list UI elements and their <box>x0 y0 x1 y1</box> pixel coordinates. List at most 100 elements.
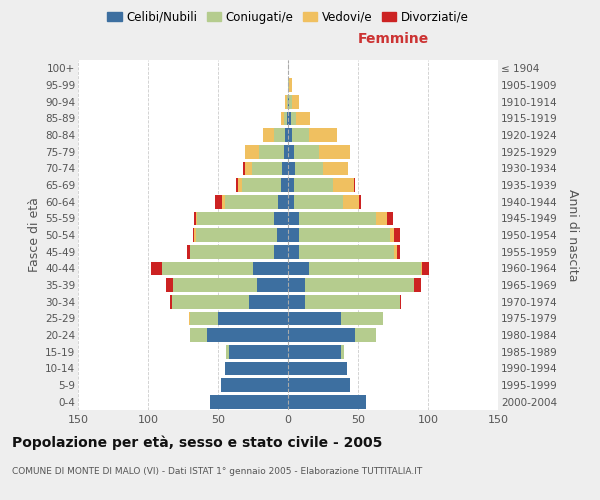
Bar <box>172 295 249 308</box>
Bar <box>190 312 218 325</box>
Bar <box>284 112 287 125</box>
Bar <box>421 262 422 275</box>
Bar <box>173 278 257 292</box>
Bar <box>288 78 289 92</box>
Bar <box>288 112 291 125</box>
Bar <box>288 162 295 175</box>
Bar <box>274 245 288 258</box>
Bar <box>388 212 393 225</box>
Bar <box>422 262 430 275</box>
Bar <box>194 228 196 242</box>
Bar <box>225 362 288 375</box>
Bar <box>295 162 323 175</box>
Bar <box>288 345 341 358</box>
Bar <box>188 312 190 325</box>
Bar <box>281 112 284 125</box>
Bar <box>222 195 225 208</box>
Bar <box>376 212 388 225</box>
Bar <box>257 278 288 292</box>
Bar <box>400 295 401 308</box>
Bar <box>309 128 337 142</box>
Bar <box>284 145 288 158</box>
Text: Popolazione per età, sesso e stato civile - 2005: Popolazione per età, sesso e stato civil… <box>12 435 382 450</box>
Bar <box>187 245 190 258</box>
Bar <box>259 145 284 158</box>
Bar <box>293 195 343 208</box>
Bar <box>291 112 296 125</box>
Bar <box>288 395 367 408</box>
Bar <box>283 162 288 175</box>
Bar <box>197 212 274 225</box>
Bar <box>162 262 253 275</box>
Bar <box>288 312 341 325</box>
Bar <box>288 145 293 158</box>
Bar <box>299 245 394 258</box>
Bar <box>359 195 361 208</box>
Bar <box>288 128 292 142</box>
Bar <box>151 262 162 275</box>
Bar <box>190 245 274 258</box>
Bar <box>193 228 194 242</box>
Bar <box>288 278 305 292</box>
Bar <box>289 95 292 108</box>
Bar <box>355 328 376 342</box>
Bar <box>293 178 333 192</box>
Bar <box>249 295 288 308</box>
Bar <box>341 312 383 325</box>
Bar <box>354 178 355 192</box>
Bar <box>166 278 173 292</box>
Bar <box>341 345 344 358</box>
Bar <box>333 178 354 192</box>
Text: Femmine: Femmine <box>358 32 428 46</box>
Bar <box>287 95 288 108</box>
Bar <box>288 228 299 242</box>
Bar <box>319 145 350 158</box>
Legend: Celibi/Nubili, Coniugati/e, Vedovi/e, Divorziati/e: Celibi/Nubili, Coniugati/e, Vedovi/e, Di… <box>103 6 473 28</box>
Bar <box>323 162 348 175</box>
Bar <box>285 95 287 108</box>
Bar <box>225 195 278 208</box>
Bar <box>170 295 172 308</box>
Bar <box>253 262 288 275</box>
Bar <box>414 278 421 292</box>
Bar <box>215 195 222 208</box>
Bar <box>288 295 305 308</box>
Y-axis label: Anni di nascita: Anni di nascita <box>566 188 579 281</box>
Bar <box>218 312 288 325</box>
Bar <box>226 345 229 358</box>
Bar <box>209 395 288 408</box>
Bar <box>390 228 394 242</box>
Bar <box>263 128 274 142</box>
Bar <box>299 228 390 242</box>
Bar <box>299 212 376 225</box>
Bar <box>236 178 238 192</box>
Bar <box>292 95 299 108</box>
Bar <box>394 228 400 242</box>
Bar <box>221 378 288 392</box>
Text: COMUNE DI MONTE DI MALO (VI) - Dati ISTAT 1° gennaio 2005 - Elaborazione TUTTITA: COMUNE DI MONTE DI MALO (VI) - Dati ISTA… <box>12 468 422 476</box>
Bar <box>196 228 277 242</box>
Bar <box>288 195 293 208</box>
Bar <box>285 128 288 142</box>
Bar <box>292 128 309 142</box>
Bar <box>242 178 281 192</box>
Bar <box>194 212 196 225</box>
Bar <box>309 262 421 275</box>
Bar <box>245 145 259 158</box>
Bar <box>190 328 207 342</box>
Bar <box>288 362 347 375</box>
Bar <box>288 178 293 192</box>
Bar <box>288 245 299 258</box>
Bar <box>238 178 242 192</box>
Bar <box>243 162 245 175</box>
Y-axis label: Fasce di età: Fasce di età <box>28 198 41 272</box>
Bar <box>245 162 251 175</box>
Bar <box>305 278 414 292</box>
Bar <box>394 245 397 258</box>
Bar <box>229 345 288 358</box>
Bar <box>288 328 355 342</box>
Bar <box>288 212 299 225</box>
Bar <box>343 195 359 208</box>
Bar <box>293 145 319 158</box>
Bar <box>287 112 288 125</box>
